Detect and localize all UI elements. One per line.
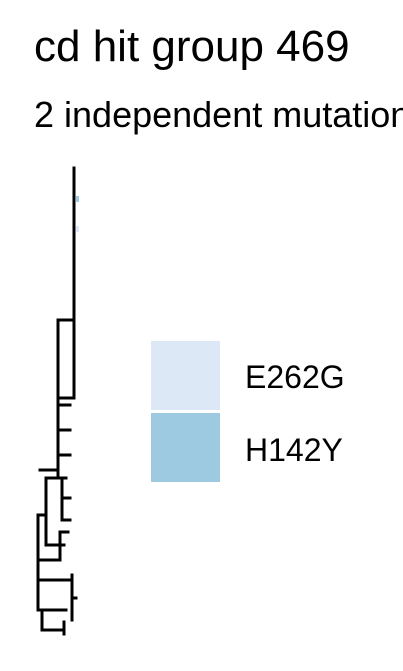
tree-tip-mark-h142y xyxy=(76,196,79,202)
figure-subtitle: 2 independent mutations xyxy=(34,94,403,135)
legend-label-e262g: E262G xyxy=(245,359,345,395)
tree-tip-mark-e262g xyxy=(76,226,79,232)
tree-branches xyxy=(36,166,78,636)
figure-title: cd hit group 469 xyxy=(34,22,350,71)
legend-swatch-h142y xyxy=(151,413,220,482)
legend-label-h142y: H142Y xyxy=(245,432,343,468)
legend-swatch-e262g xyxy=(151,341,220,410)
tree-tip-marks xyxy=(76,196,79,232)
